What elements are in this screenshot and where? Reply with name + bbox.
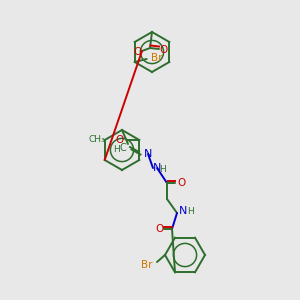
Text: H: H [188, 206, 194, 215]
Text: Br: Br [151, 53, 162, 63]
Text: N: N [179, 206, 187, 216]
Text: O: O [160, 45, 168, 55]
Text: CH₃: CH₃ [89, 136, 105, 145]
Text: O: O [156, 224, 164, 234]
Text: N: N [153, 163, 161, 173]
Text: H: H [114, 146, 120, 154]
Text: C: C [120, 143, 126, 153]
Text: Br: Br [142, 260, 153, 270]
Text: O: O [115, 135, 123, 145]
Text: O: O [177, 178, 185, 188]
Text: O: O [134, 47, 142, 57]
Text: N: N [144, 149, 152, 159]
Text: H: H [160, 166, 167, 175]
